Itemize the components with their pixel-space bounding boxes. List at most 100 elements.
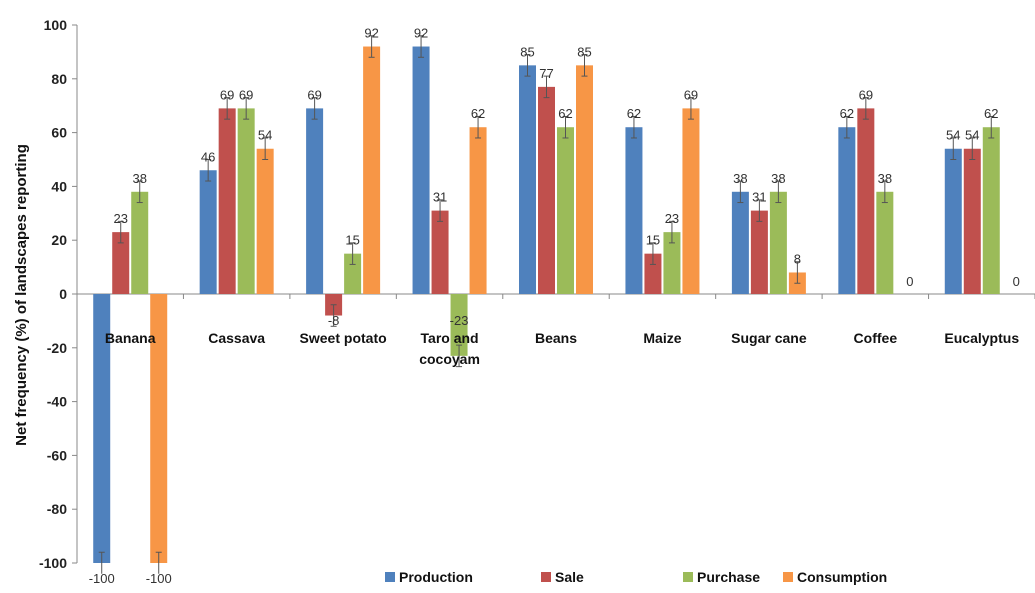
bar-sale <box>218 108 236 294</box>
data-label: 62 <box>558 106 572 121</box>
data-label: 62 <box>627 106 641 121</box>
bar-purchase <box>344 253 362 294</box>
legend-label: Consumption <box>797 569 887 585</box>
bar-purchase <box>876 191 894 294</box>
bar-production <box>519 65 536 294</box>
y-tick-label: 100 <box>44 17 68 33</box>
y-tick-label: -100 <box>39 555 67 571</box>
legend-swatch-sale <box>541 572 551 582</box>
bar-sale <box>750 210 768 294</box>
data-label: 8 <box>794 251 801 266</box>
data-label: 15 <box>646 233 660 248</box>
category-label: Eucalyptus <box>944 330 1019 346</box>
legend-swatch-purchase <box>683 572 693 582</box>
bar-sale <box>112 232 130 294</box>
data-label: -8 <box>328 313 340 328</box>
data-label: -23 <box>450 313 469 328</box>
y-tick-label: -80 <box>47 501 67 517</box>
data-label: 54 <box>258 128 272 143</box>
legend-label: Production <box>399 569 473 585</box>
bar-sale <box>963 148 981 294</box>
bar-production <box>93 294 111 563</box>
bar-production <box>199 170 217 294</box>
bar-purchase <box>557 127 574 294</box>
y-tick-label: -40 <box>47 394 67 410</box>
bar-consumption <box>576 65 593 294</box>
category-label: Taro and cocoyam <box>419 330 480 367</box>
bar-production <box>625 127 643 294</box>
data-label: 62 <box>984 106 998 121</box>
bar-production <box>412 46 430 294</box>
category-label: Coffee <box>854 330 898 346</box>
category-labels: Banana Cassava Sweet potato Taro and cocoyam… <box>105 330 1019 367</box>
category-label: Banana <box>105 330 156 346</box>
data-labels: -100 23 38 -100 46 69 69 54 69 -8 15 92 92 31 -23 62 85 7… <box>89 26 1020 586</box>
bar-sale <box>857 108 875 294</box>
bar-consumption <box>682 108 700 294</box>
category-label: Beans <box>535 330 577 346</box>
data-label: 54 <box>946 128 960 143</box>
bars <box>93 35 1000 574</box>
data-label: 92 <box>364 26 378 41</box>
bar-production <box>838 127 856 294</box>
data-label: 15 <box>345 233 359 248</box>
y-tick-label: 80 <box>51 71 67 87</box>
data-label: 38 <box>878 171 892 186</box>
data-label: 92 <box>414 26 428 41</box>
data-label: -100 <box>89 571 115 586</box>
bar-purchase <box>663 232 681 294</box>
data-label: 69 <box>859 87 873 102</box>
data-label: 62 <box>840 106 854 121</box>
data-label: 38 <box>132 171 146 186</box>
legend-label: Sale <box>555 569 584 585</box>
data-label: 31 <box>433 190 447 205</box>
y-tick-label: -60 <box>47 447 67 463</box>
legend-swatch-production <box>385 572 395 582</box>
bar-production <box>944 148 962 294</box>
bar-purchase <box>982 127 1000 294</box>
data-label: 46 <box>201 149 215 164</box>
data-label: 69 <box>307 87 321 102</box>
data-label: 85 <box>520 44 534 59</box>
bar-production <box>731 191 749 294</box>
legend: Production Sale Purchase Consumption <box>385 569 887 585</box>
bar-purchase <box>131 191 149 294</box>
legend-swatch-consumption <box>783 572 793 582</box>
category-label: Cassava <box>208 330 265 346</box>
bar-consumption <box>256 148 274 294</box>
data-label: 54 <box>965 128 979 143</box>
data-label: 23 <box>113 211 127 226</box>
data-label: 23 <box>665 211 679 226</box>
data-label: 38 <box>771 171 785 186</box>
data-label: 38 <box>733 171 747 186</box>
bar-sale <box>538 86 555 295</box>
y-tick-label: 0 <box>59 286 67 302</box>
data-label: 62 <box>471 106 485 121</box>
bar-production <box>306 108 324 294</box>
bar-consumption <box>150 294 168 563</box>
y-axis-label: Net frequency (%) of landscapes reportin… <box>13 144 30 446</box>
bar-purchase <box>450 294 468 356</box>
bar-purchase <box>769 191 787 294</box>
data-label: 77 <box>539 66 553 81</box>
data-label: 69 <box>684 87 698 102</box>
bar-consumption <box>363 46 381 294</box>
data-label: -100 <box>146 571 172 586</box>
bar-sale <box>644 253 662 294</box>
bar-consumption <box>469 127 487 294</box>
data-label: 31 <box>752 190 766 205</box>
data-label: 69 <box>220 87 234 102</box>
data-label: 69 <box>239 87 253 102</box>
y-tick-label: 40 <box>51 178 67 194</box>
category-label: Maize <box>643 330 681 346</box>
y-tick-label: 60 <box>51 125 67 141</box>
y-tick-label: -20 <box>47 340 67 356</box>
data-label: 0 <box>906 274 913 289</box>
bar-purchase <box>237 108 255 294</box>
data-label: 85 <box>577 44 591 59</box>
legend-label: Purchase <box>697 569 760 585</box>
bar-sale <box>431 210 449 294</box>
category-label: Sweet potato <box>300 330 387 346</box>
